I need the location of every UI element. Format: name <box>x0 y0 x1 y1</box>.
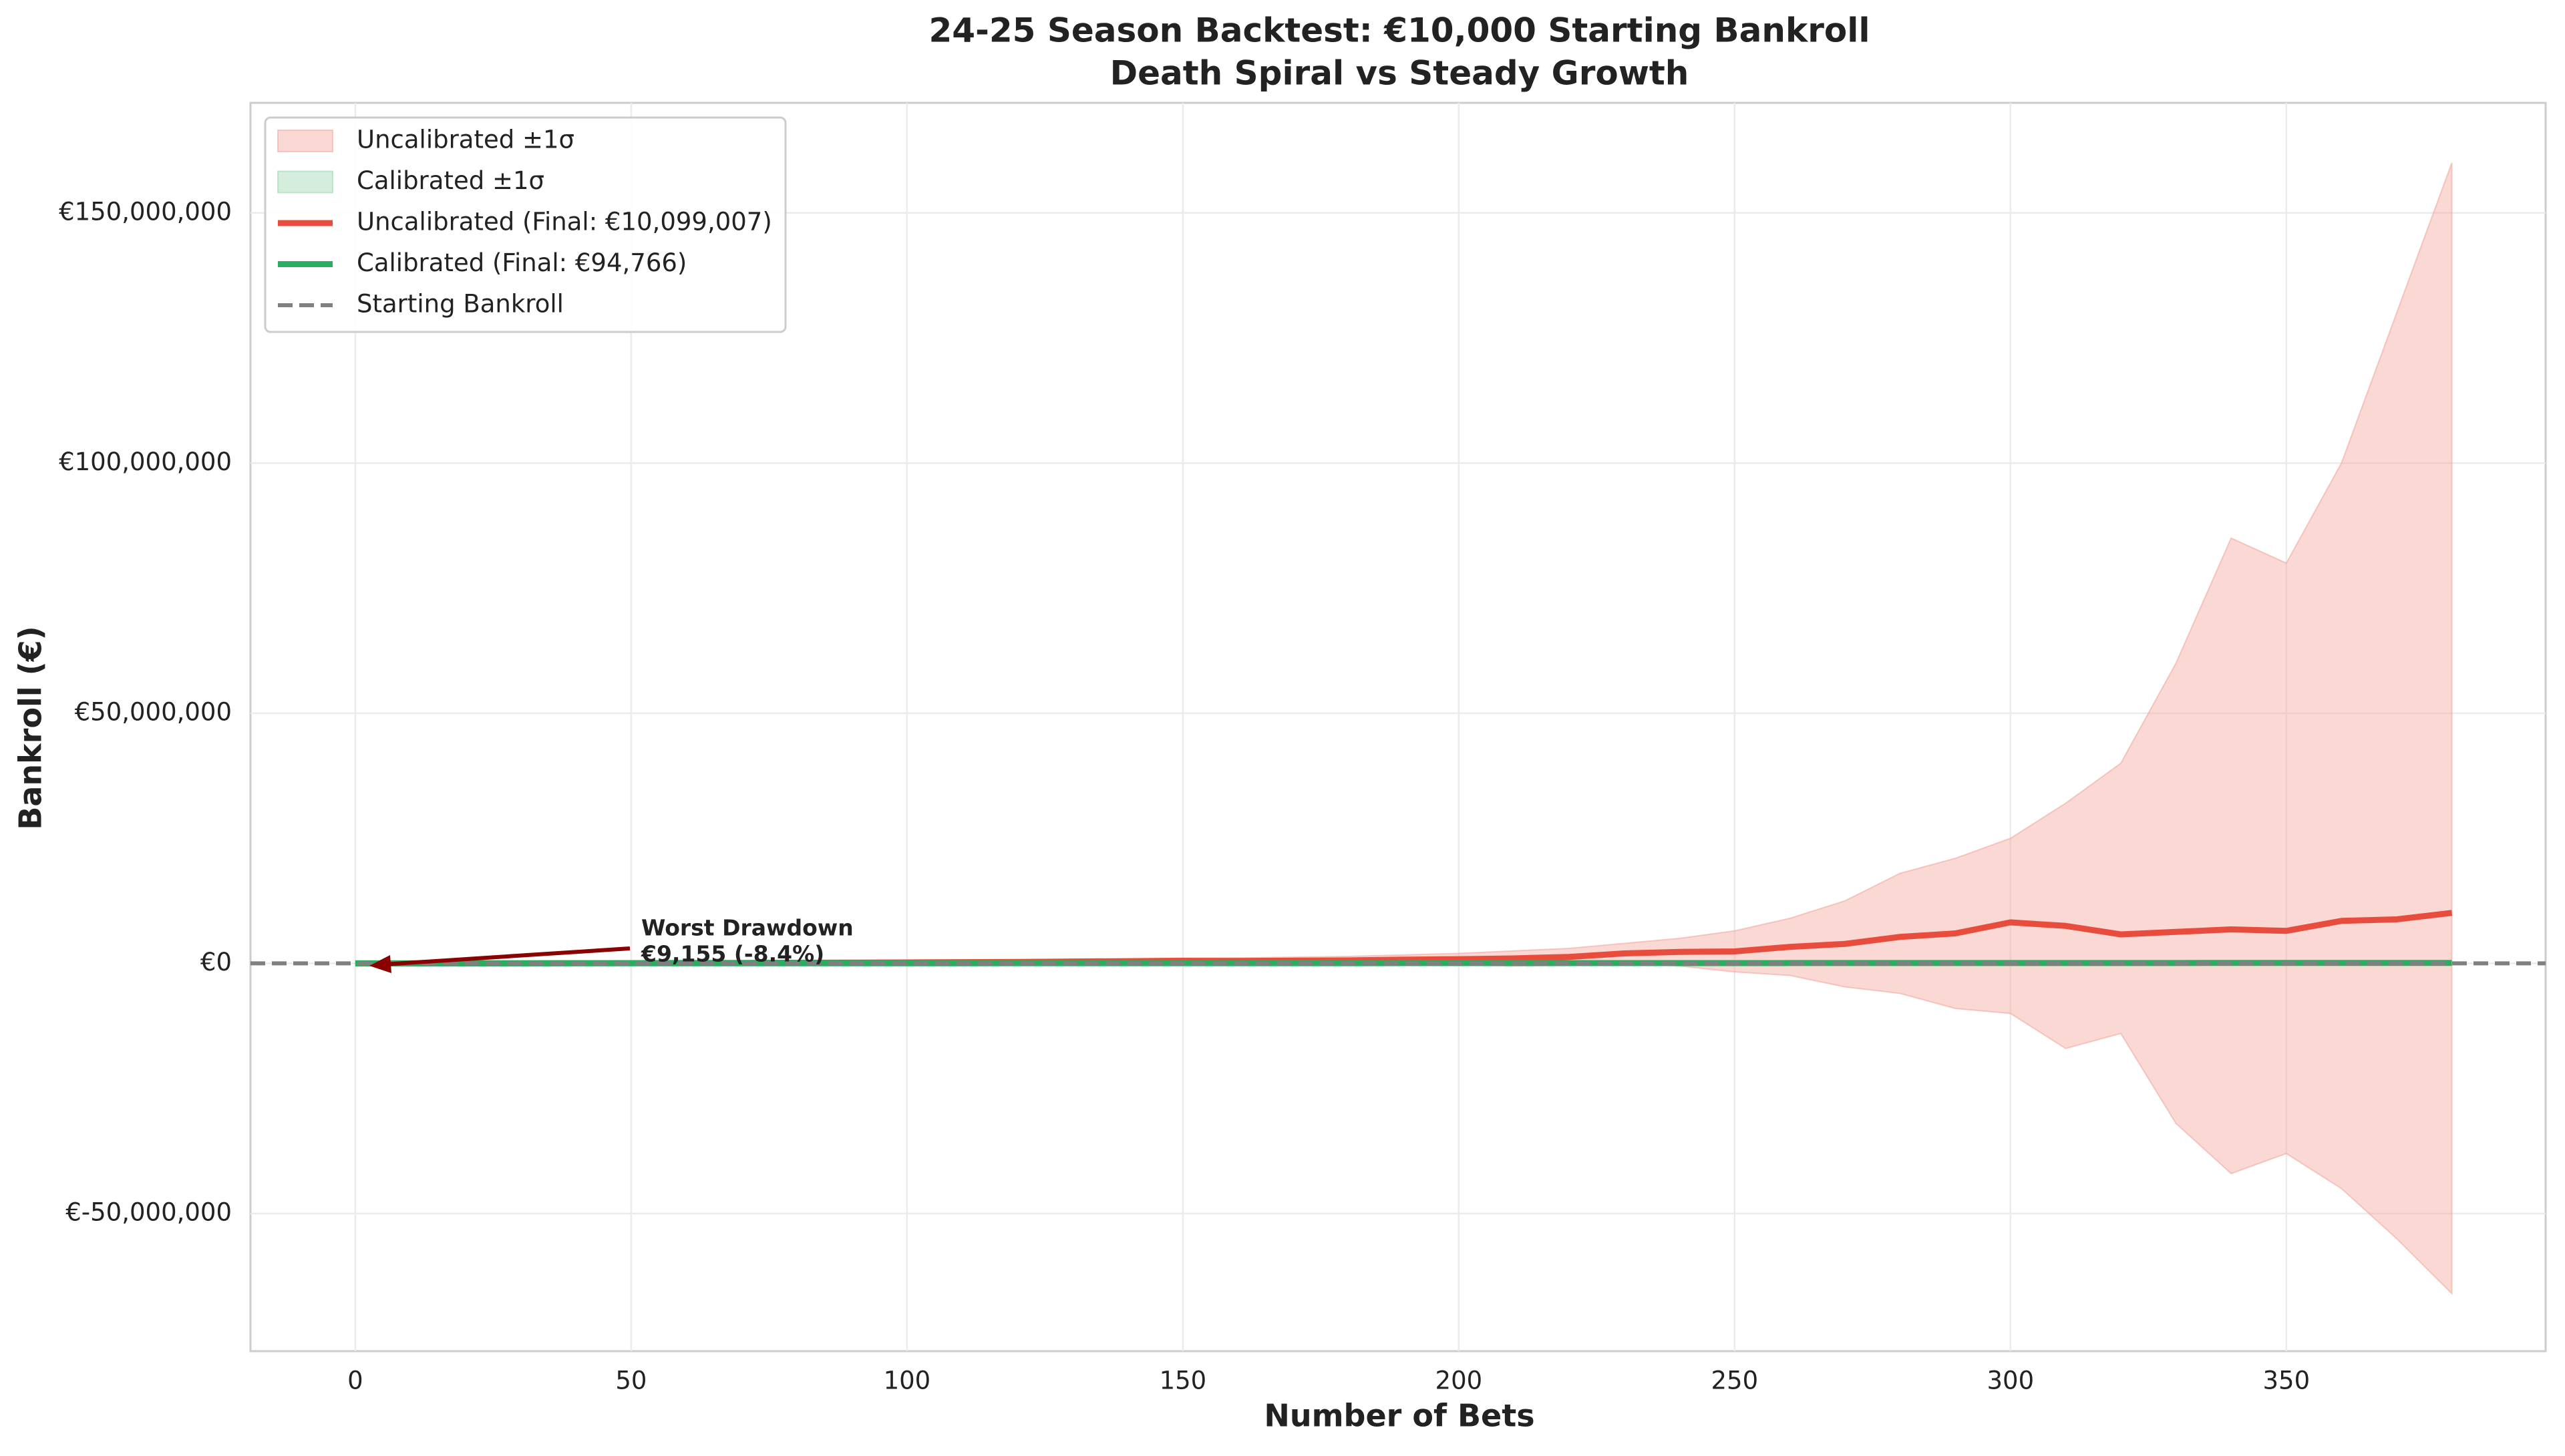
legend-label: Calibrated (Final: €94,766) <box>357 248 687 277</box>
annotation-text: Worst Drawdown <box>641 915 854 941</box>
legend-box <box>264 116 787 333</box>
y-tick-label: €-50,000,000 <box>65 1198 232 1226</box>
y-tick-label: €150,000,000 <box>59 197 232 226</box>
x-tick-label: 50 <box>615 1367 647 1395</box>
legend-label: Uncalibrated ±1σ <box>357 126 574 154</box>
x-axis-label: Number of Bets <box>1264 1398 1534 1434</box>
legend-label: Calibrated ±1σ <box>357 166 544 195</box>
y-tick-label: €0 <box>200 948 232 976</box>
legend-label: Uncalibrated (Final: €10,099,007) <box>357 208 772 236</box>
y-axis-label: Bankroll (€) <box>13 626 49 830</box>
annotation-arrowhead <box>369 955 391 973</box>
chart-title: 24-25 Season Backtest: €10,000 Starting … <box>929 11 1870 50</box>
legend-label: Starting Bankroll <box>357 290 564 319</box>
legend-swatch <box>277 130 333 152</box>
legend-swatch <box>277 170 333 194</box>
x-tick-label: 0 <box>347 1367 363 1395</box>
x-tick-label: 250 <box>1711 1367 1759 1395</box>
annotation-arrow <box>383 946 631 966</box>
x-tick-label: 350 <box>2262 1367 2310 1395</box>
y-tick-label: €100,000,000 <box>59 447 232 476</box>
y-tick-label: €50,000,000 <box>75 697 232 726</box>
chart-subtitle: Death Spiral vs Steady Growth <box>1110 54 1689 93</box>
x-tick-label: 100 <box>884 1367 931 1395</box>
annotation-text: €9,155 (-8.4%) <box>641 941 824 967</box>
x-tick-label: 300 <box>1987 1367 2035 1395</box>
x-tick-label: 200 <box>1435 1367 1483 1395</box>
x-tick-label: 150 <box>1160 1367 1207 1395</box>
